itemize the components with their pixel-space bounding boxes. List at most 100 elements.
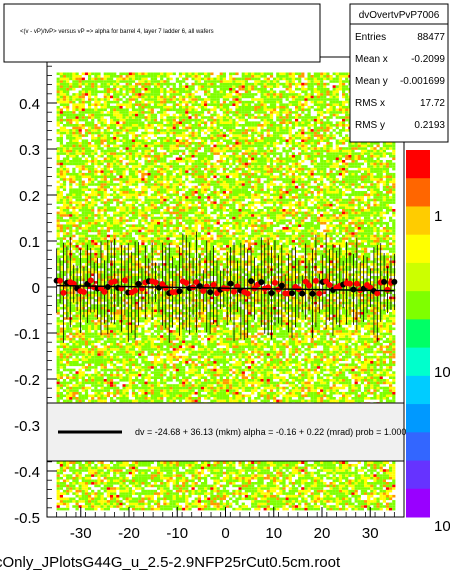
heatmap-cell bbox=[113, 147, 117, 150]
heatmap-cell bbox=[157, 327, 161, 331]
heatmap-cell bbox=[62, 80, 67, 83]
heatmap-cell bbox=[141, 72, 145, 76]
heatmap-cell bbox=[131, 479, 136, 483]
heatmap-cell bbox=[141, 492, 145, 495]
heatmap-cell bbox=[75, 371, 79, 374]
heatmap-cell bbox=[141, 389, 145, 392]
heatmap-cell bbox=[106, 185, 110, 189]
heatmap-cell bbox=[100, 180, 104, 184]
heatmap-cell bbox=[103, 273, 107, 276]
heatmap-cell bbox=[153, 165, 158, 168]
heatmap-cell bbox=[144, 206, 148, 209]
heatmap-cell bbox=[106, 288, 110, 292]
heatmap-cell bbox=[116, 263, 120, 266]
heatmap-cell bbox=[128, 497, 132, 501]
heatmap-cell bbox=[113, 131, 117, 135]
heatmap-cell bbox=[147, 224, 151, 227]
heatmap-cell bbox=[131, 149, 136, 153]
heatmap-cell bbox=[163, 239, 167, 243]
heatmap-cell bbox=[66, 397, 70, 400]
heatmap-cell bbox=[128, 270, 132, 274]
heatmap-cell bbox=[119, 345, 123, 349]
heatmap-cell bbox=[94, 75, 98, 78]
heatmap-cell bbox=[88, 332, 92, 336]
heatmap-cell bbox=[138, 353, 142, 356]
heatmap-cell bbox=[69, 75, 73, 78]
heatmap-cell bbox=[106, 317, 110, 320]
heatmap-cell bbox=[66, 85, 70, 88]
heatmap-cell bbox=[122, 232, 126, 235]
heatmap-cell bbox=[69, 149, 73, 153]
heatmap-cell bbox=[66, 363, 70, 367]
heatmap-cell bbox=[110, 373, 114, 377]
heatmap-cell bbox=[56, 319, 60, 323]
heatmap-cell bbox=[69, 211, 73, 215]
heatmap-cell bbox=[91, 335, 95, 338]
heatmap-cell bbox=[100, 193, 104, 197]
heatmap-cell bbox=[160, 129, 164, 132]
heatmap-cell bbox=[116, 214, 120, 217]
heatmap-cell bbox=[56, 116, 60, 119]
heatmap-cell bbox=[163, 247, 167, 251]
heatmap-cell bbox=[81, 175, 85, 179]
heatmap-cell bbox=[100, 142, 104, 145]
heatmap-cell bbox=[94, 309, 98, 312]
heatmap-cell bbox=[153, 193, 158, 197]
heatmap-cell bbox=[166, 324, 170, 328]
heatmap-cell bbox=[160, 309, 164, 312]
heatmap-cell bbox=[88, 306, 92, 310]
heatmap-cell bbox=[81, 376, 85, 379]
heatmap-cell bbox=[84, 361, 89, 364]
heatmap-cell bbox=[125, 147, 129, 150]
heatmap-cell bbox=[97, 332, 101, 336]
heatmap-cell bbox=[141, 270, 145, 274]
heatmap-cell bbox=[157, 98, 161, 101]
heatmap-cell bbox=[125, 330, 129, 333]
heatmap-cell bbox=[153, 157, 158, 161]
heatmap-cell bbox=[84, 72, 89, 76]
heatmap-cell bbox=[119, 162, 123, 166]
heatmap-cell bbox=[75, 389, 79, 392]
heatmap-cell bbox=[128, 312, 132, 315]
heatmap-cell bbox=[119, 257, 123, 261]
heatmap-cell bbox=[91, 342, 95, 346]
heatmap-cell bbox=[113, 126, 117, 130]
heatmap-cell bbox=[75, 183, 79, 186]
heatmap-cell bbox=[157, 121, 161, 124]
heatmap-cell bbox=[56, 348, 60, 351]
heatmap-cell bbox=[94, 255, 98, 258]
heatmap-cell bbox=[91, 219, 95, 222]
heatmap-cell bbox=[135, 172, 139, 176]
heatmap-cell bbox=[110, 494, 114, 498]
heatmap-cell bbox=[160, 252, 164, 256]
heatmap-cell bbox=[128, 278, 132, 282]
heatmap-cell bbox=[75, 131, 79, 135]
heatmap-cell bbox=[163, 229, 167, 233]
heatmap-cell bbox=[94, 219, 98, 222]
heatmap-cell bbox=[72, 134, 76, 137]
heatmap-cell bbox=[69, 131, 73, 135]
heatmap-cell bbox=[150, 108, 154, 112]
heatmap-cell bbox=[119, 471, 123, 475]
heatmap-cell bbox=[157, 170, 161, 173]
heatmap-cell bbox=[72, 172, 76, 176]
heatmap-cell bbox=[128, 147, 132, 150]
heatmap-cell bbox=[122, 309, 126, 312]
heatmap-cell bbox=[131, 144, 136, 148]
heatmap-cell bbox=[138, 371, 142, 374]
heatmap-cell bbox=[113, 80, 117, 83]
heatmap-cell bbox=[106, 353, 110, 356]
heatmap-cell bbox=[103, 118, 107, 122]
heatmap-cell bbox=[131, 214, 136, 217]
heatmap-cell bbox=[91, 72, 95, 76]
heatmap-cell bbox=[125, 144, 129, 148]
heatmap-cell bbox=[131, 180, 136, 184]
heatmap-cell bbox=[131, 167, 136, 171]
heatmap-cell bbox=[163, 209, 167, 212]
heatmap-cell bbox=[91, 389, 95, 392]
heatmap-cell bbox=[135, 183, 139, 186]
heatmap-cell bbox=[78, 75, 82, 78]
heatmap-cell bbox=[157, 129, 161, 132]
heatmap-cell bbox=[103, 170, 107, 173]
heatmap-cell bbox=[59, 471, 63, 475]
